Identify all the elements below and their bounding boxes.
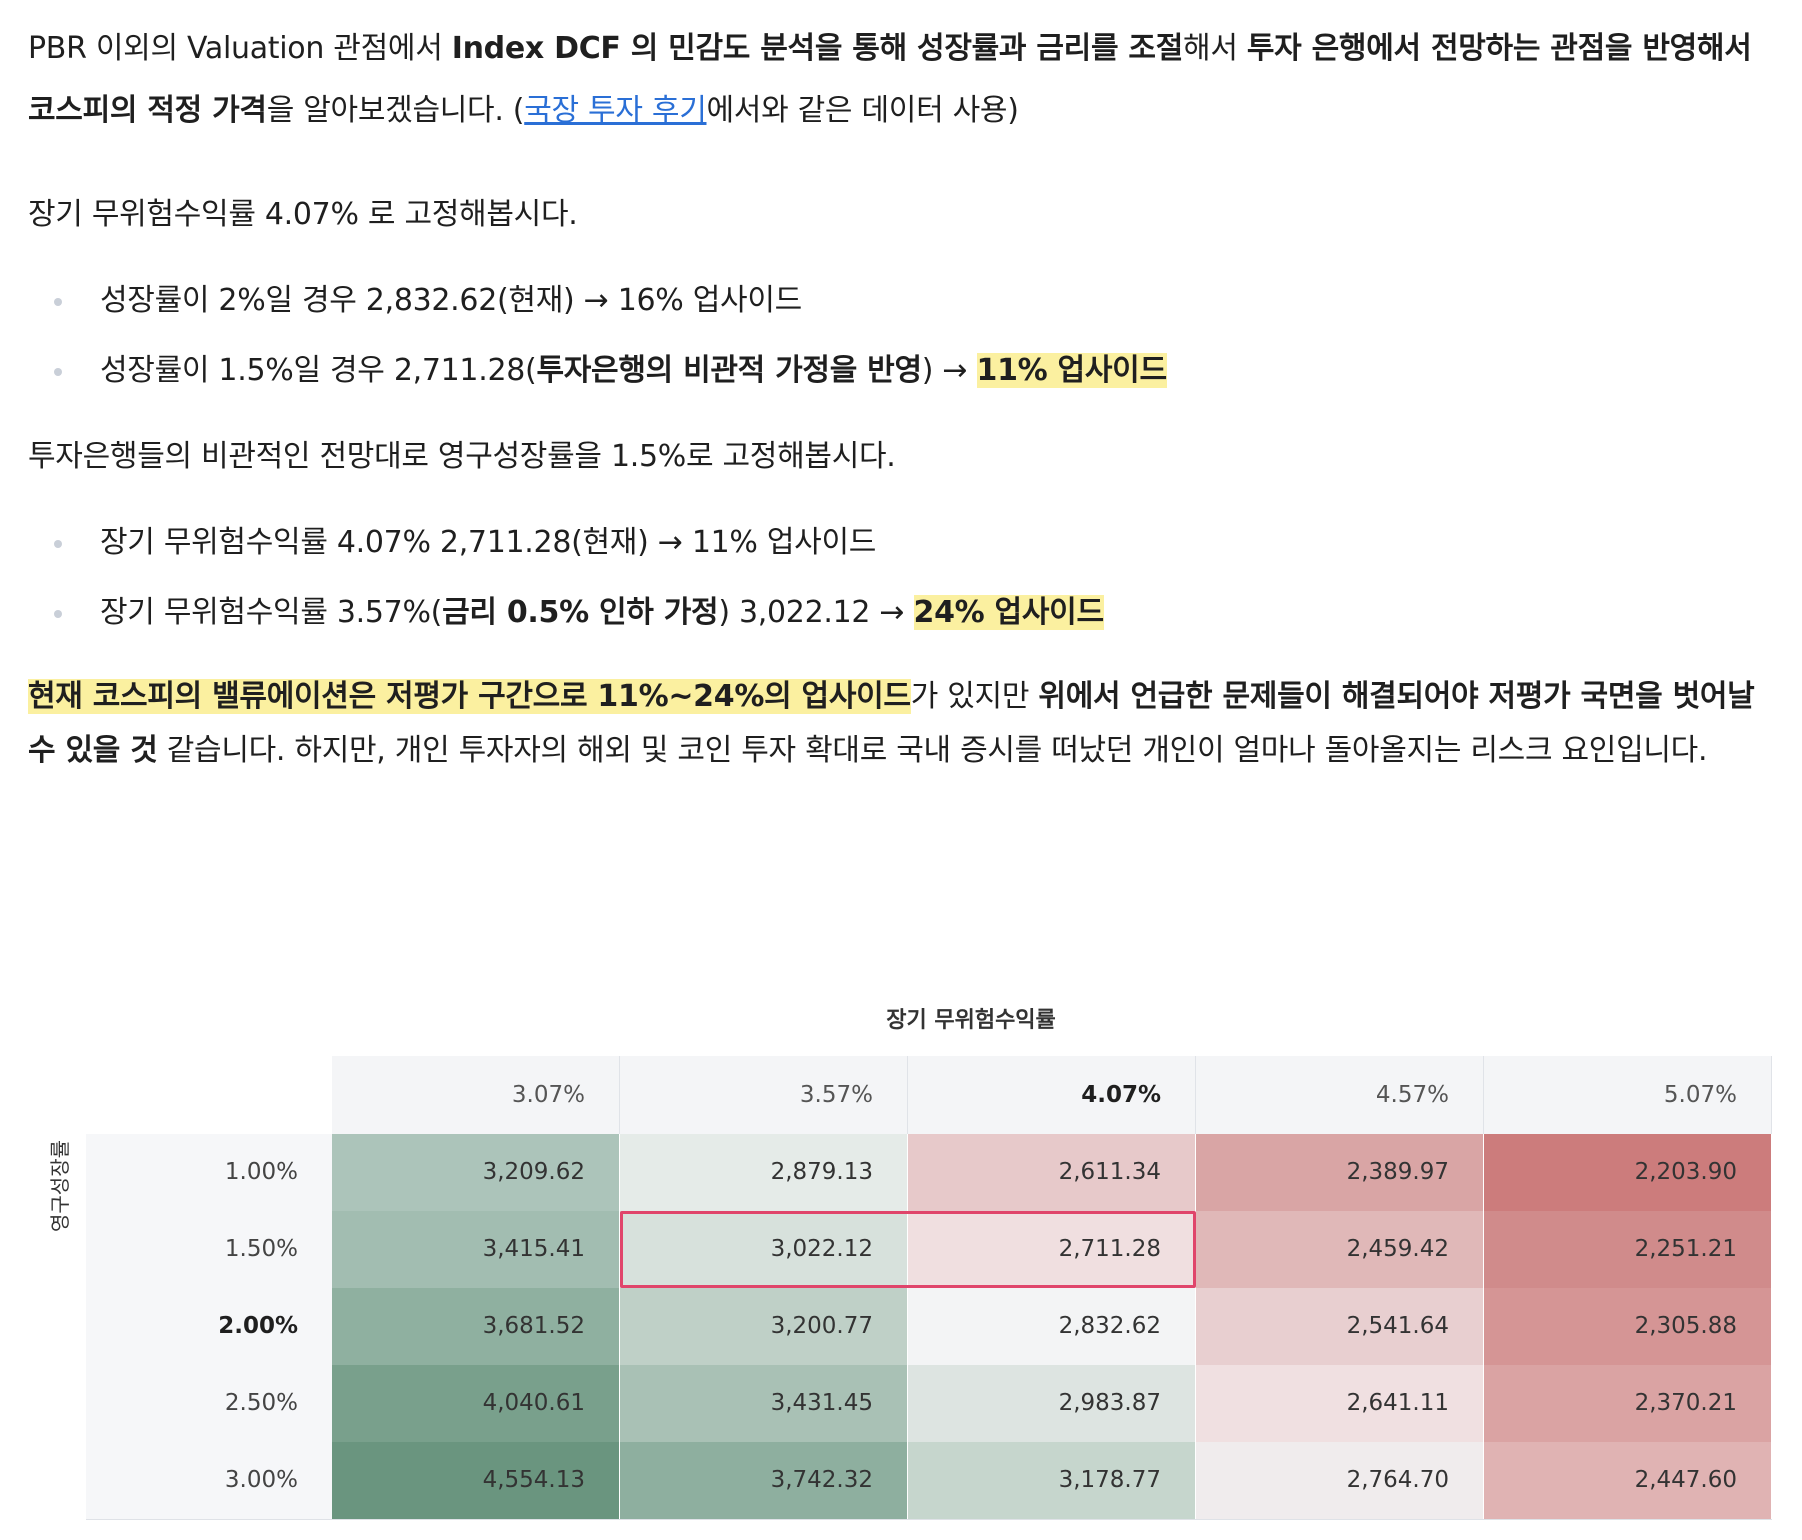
intro-paragraph: PBR 이외의 Valuation 관점에서 Index DCF 의 민감도 분… xyxy=(28,18,1788,142)
heatmap-cell: 2,764.70 xyxy=(1196,1442,1484,1519)
column-header-row: 3.07% 3.57% 4.07% 4.57% 5.07% xyxy=(332,1056,1772,1135)
text: 에서와 같은 데이터 사용) xyxy=(706,93,1019,128)
table-row: 2.00% 3,681.52 3,200.77 2,832.62 2,541.64 2,3… xyxy=(86,1288,1772,1366)
heatmap-cell: 3,431.45 xyxy=(620,1365,908,1442)
table-column-title: 장기 무위험수익률 xyxy=(886,1008,1056,1033)
heatmap-cell: 3,209.62 xyxy=(332,1134,620,1211)
heatmap-cell: 3,178.77 xyxy=(908,1442,1196,1519)
heatmap-cell: 2,611.34 xyxy=(908,1134,1196,1211)
row-header: 2.50% xyxy=(86,1365,332,1442)
table-row-title: 영구성장률 xyxy=(48,1140,72,1232)
bold-text: 투자은행의 비관적 가정을 반영 xyxy=(536,353,922,388)
related-post-link[interactable]: 국장 투자 후기 xyxy=(524,93,707,128)
column-header: 4.07% xyxy=(908,1056,1196,1134)
heatmap-cell: 2,370.21 xyxy=(1484,1365,1772,1442)
row-header: 1.00% xyxy=(86,1134,332,1211)
text: ) 3,022.12 → xyxy=(718,595,914,630)
heatmap-cell: 2,879.13 xyxy=(620,1134,908,1211)
heatmap-cell: 3,415.41 xyxy=(332,1211,620,1288)
column-header: 3.07% xyxy=(332,1056,620,1134)
heatmap-cell: 2,251.21 xyxy=(1484,1211,1772,1288)
row-header: 1.50% xyxy=(86,1211,332,1288)
table-row: 1.50% 3,415.41 3,022.12 2,711.28 2,459.42 2,2… xyxy=(86,1211,1772,1289)
bold-text: 위에서 언급한 문제들이 해결되어야 저평가 국면을 벗어날 수 있을 것 xyxy=(28,679,1755,768)
heatmap-cell: 2,447.60 xyxy=(1484,1442,1772,1519)
heatmap-cell: 2,832.62 xyxy=(908,1288,1196,1365)
list-item: 장기 무위험수익률 3.57%(금리 0.5% 인하 가정) 3,022.12 … xyxy=(28,578,1788,648)
text: 을 알아보겠습니다. ( xyxy=(266,93,525,128)
heatmap-cell: 2,305.88 xyxy=(1484,1288,1772,1365)
heatmap-cell: 2,983.87 xyxy=(908,1365,1196,1442)
list-item: 성장률이 1.5%일 경우 2,711.28(투자은행의 비관적 가정을 반영)… xyxy=(28,336,1788,406)
fixed-growth-paragraph: 투자은행들의 비관적인 전망대로 영구성장률을 1.5%로 고정해봅시다. xyxy=(28,439,896,474)
column-header: 5.07% xyxy=(1484,1056,1772,1134)
heatmap-cell: 2,541.64 xyxy=(1196,1288,1484,1365)
column-header: 3.57% xyxy=(620,1056,908,1134)
bold-text: 금리 0.5% 인하 가정 xyxy=(442,595,719,630)
list-item: 성장률이 2%일 경우 2,832.62(현재) → 16% 업사이드 xyxy=(28,266,1788,336)
heatmap-cell: 2,459.42 xyxy=(1196,1211,1484,1288)
text: 장기 무위험수익률 3.57%( xyxy=(100,595,443,630)
heatmap-cell: 4,040.61 xyxy=(332,1365,620,1442)
heatmap-cell: 2,389.97 xyxy=(1196,1134,1484,1211)
heatmap-cell: 3,200.77 xyxy=(620,1288,908,1365)
heatmap-cell: 3,022.12 xyxy=(620,1211,908,1288)
row-header: 2.00% xyxy=(86,1288,332,1365)
rate-scenario-list: 장기 무위험수익률 4.07% 2,711.28(현재) → 11% 업사이드 … xyxy=(28,508,1788,648)
text: ) → xyxy=(921,353,977,388)
text: 성장률이 1.5%일 경우 2,711.28( xyxy=(100,353,537,388)
heatmap-cell: 2,203.90 xyxy=(1484,1134,1772,1211)
bold-text: Index DCF 의 민감도 분석을 통해 성장률과 금리를 조절 xyxy=(451,31,1184,66)
heatmap-cell: 3,681.52 xyxy=(332,1288,620,1365)
heatmap-cell: 3,742.32 xyxy=(620,1442,908,1519)
highlighted-text: 현재 코스피의 밸류에이션은 저평가 구간으로 11%~24%의 업사이드 xyxy=(28,679,911,714)
heatmap-cell: 2,711.28 xyxy=(908,1211,1196,1288)
table-row: 1.00% 3,209.62 2,879.13 2,611.34 2,389.97 2,2… xyxy=(86,1134,1772,1212)
row-header: 3.00% xyxy=(86,1442,332,1519)
highlighted-text: 11% 업사이드 xyxy=(976,353,1167,388)
heatmap-cell: 2,641.11 xyxy=(1196,1365,1484,1442)
fixed-rate-paragraph: 장기 무위험수익률 4.07% 로 고정해봅시다. xyxy=(28,197,578,232)
text: PBR 이외의 Valuation 관점에서 xyxy=(28,31,452,66)
growth-scenario-list: 성장률이 2%일 경우 2,832.62(현재) → 16% 업사이드 성장률이… xyxy=(28,266,1788,406)
text: 해서 xyxy=(1183,31,1247,66)
highlighted-text: 24% 업사이드 xyxy=(913,595,1104,630)
text: 같습니다. 하지만, 개인 투자자의 해외 및 코인 투자 확대로 국내 증시를… xyxy=(157,733,1708,768)
column-header: 4.57% xyxy=(1196,1056,1484,1134)
table-row: 2.50% 4,040.61 3,431.45 2,983.87 2,641.11 2,3… xyxy=(86,1365,1772,1443)
sensitivity-table: 장기 무위험수익률 영구성장률 3.07% 3.57% 4.07% 4.57% 5.07… xyxy=(48,996,1776,1520)
table-row: 3.00% 4,554.13 3,742.32 3,178.77 2,764.70 2,4… xyxy=(86,1442,1772,1520)
heatmap-cell: 4,554.13 xyxy=(332,1442,620,1519)
conclusion-paragraph: 현재 코스피의 밸류에이션은 저평가 구간으로 11%~24%의 업사이드가 있… xyxy=(28,670,1788,778)
text: 가 있지만 xyxy=(910,679,1039,714)
bold-text: 투자 은행에서 전망하는 관점을 반영해서 코스피의 적정 가격 xyxy=(28,31,1752,128)
list-item: 장기 무위험수익률 4.07% 2,711.28(현재) → 11% 업사이드 xyxy=(28,508,1788,578)
article-body: PBR 이외의 Valuation 관점에서 Index DCF 의 민감도 분… xyxy=(28,18,1788,778)
